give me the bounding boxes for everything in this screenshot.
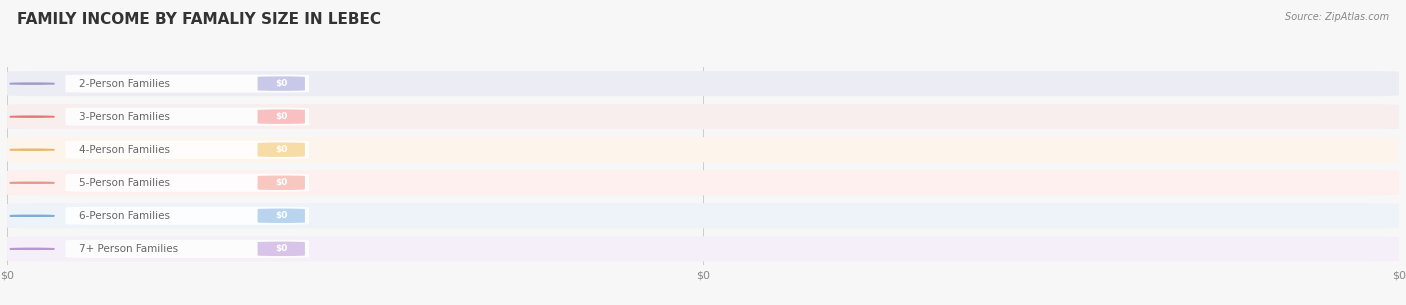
Circle shape: [10, 83, 55, 84]
Text: $0: $0: [276, 178, 287, 187]
FancyBboxPatch shape: [66, 207, 309, 225]
FancyBboxPatch shape: [7, 170, 1399, 195]
FancyBboxPatch shape: [66, 174, 309, 192]
FancyBboxPatch shape: [257, 76, 305, 91]
Text: 6-Person Families: 6-Person Families: [79, 211, 170, 221]
Circle shape: [10, 149, 55, 150]
Circle shape: [10, 248, 55, 249]
FancyBboxPatch shape: [257, 109, 305, 124]
FancyBboxPatch shape: [257, 209, 305, 223]
Circle shape: [10, 116, 55, 117]
Text: 2-Person Families: 2-Person Families: [79, 79, 170, 89]
Circle shape: [10, 182, 55, 183]
Text: FAMILY INCOME BY FAMALIY SIZE IN LEBEC: FAMILY INCOME BY FAMALIY SIZE IN LEBEC: [17, 12, 381, 27]
Text: 4-Person Families: 4-Person Families: [79, 145, 170, 155]
Text: 3-Person Families: 3-Person Families: [79, 112, 170, 122]
FancyBboxPatch shape: [257, 142, 305, 157]
Text: $0: $0: [276, 244, 287, 253]
Text: Source: ZipAtlas.com: Source: ZipAtlas.com: [1285, 12, 1389, 22]
Text: $0: $0: [276, 145, 287, 154]
Text: $0: $0: [276, 211, 287, 220]
FancyBboxPatch shape: [257, 175, 305, 190]
FancyBboxPatch shape: [66, 108, 309, 126]
Text: $0: $0: [276, 79, 287, 88]
FancyBboxPatch shape: [7, 104, 1399, 129]
FancyBboxPatch shape: [66, 240, 309, 258]
FancyBboxPatch shape: [66, 141, 309, 159]
Text: 5-Person Families: 5-Person Families: [79, 178, 170, 188]
FancyBboxPatch shape: [257, 242, 305, 256]
Text: 7+ Person Families: 7+ Person Families: [79, 244, 179, 254]
FancyBboxPatch shape: [66, 75, 309, 93]
FancyBboxPatch shape: [7, 137, 1399, 162]
FancyBboxPatch shape: [7, 71, 1399, 96]
FancyBboxPatch shape: [7, 203, 1399, 228]
Circle shape: [10, 215, 55, 216]
Text: $0: $0: [276, 112, 287, 121]
FancyBboxPatch shape: [7, 236, 1399, 261]
